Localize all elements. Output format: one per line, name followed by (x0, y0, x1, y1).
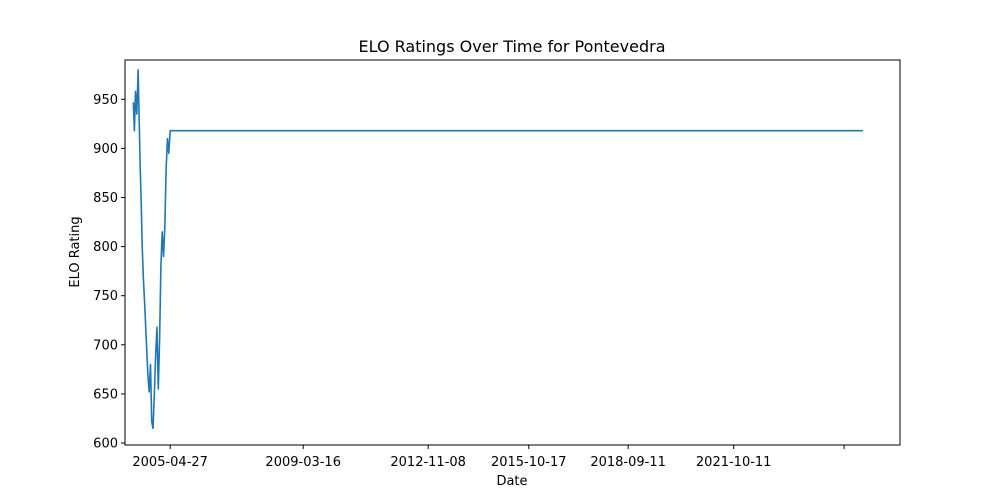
x-tick-label: 2015-10-17 (491, 455, 567, 470)
y-tick-label: 750 (93, 289, 118, 304)
y-tick-label: 800 (93, 240, 118, 255)
plot-frame (124, 59, 901, 446)
series-group (132, 69, 863, 430)
chart-title: ELO Ratings Over Time for Pontevedra (358, 37, 665, 56)
x-tick-label: 2005-04-27 (132, 455, 208, 470)
y-axis: 600 650 700 750 800 850 900 950 (93, 93, 125, 452)
x-tick-label: 2018-09-11 (590, 455, 666, 470)
x-axis-label: Date (496, 474, 527, 489)
y-tick-label: 700 (93, 338, 118, 353)
y-tick-label: 850 (93, 191, 118, 206)
x-tick-label: 2021-10-11 (696, 455, 772, 470)
y-axis-label: ELO Rating (68, 216, 83, 287)
x-axis: 2005-04-27 2009-03-16 2012-11-08 2015-10-17… (132, 445, 845, 470)
series-line (132, 69, 863, 430)
x-tick-label: 2012-11-08 (390, 455, 466, 470)
y-tick-label: 600 (93, 437, 118, 452)
y-tick-label: 950 (93, 93, 118, 108)
y-tick-label: 650 (93, 387, 118, 402)
plot-area: 600 650 700 750 800 850 900 950 2005-04-27 2009-… (93, 59, 901, 470)
y-tick-label: 900 (93, 142, 118, 157)
x-tick-label: 2009-03-16 (265, 455, 341, 470)
